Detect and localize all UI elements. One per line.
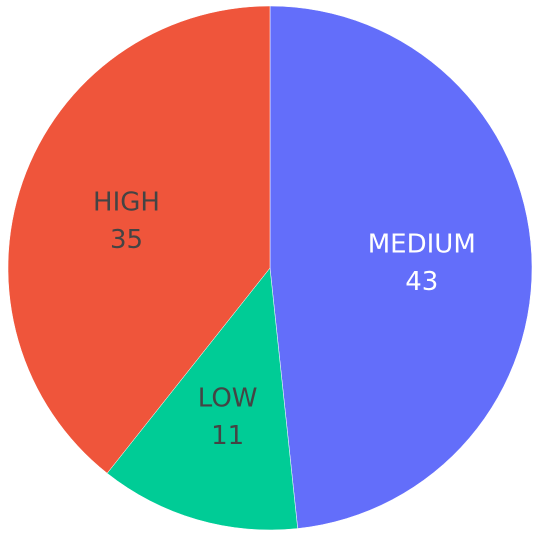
pie-slice-low (106, 267, 298, 531)
pie-slice-high (7, 5, 271, 474)
pie-label-high: HIGH 35 (93, 187, 160, 255)
pie-label-medium: MEDIUM 43 (368, 229, 476, 297)
pie-labels: MEDIUM 43 LOW 11 HIGH 35 (93, 187, 476, 451)
pie-label-category: LOW (198, 383, 258, 413)
pie-label-value: 43 (405, 267, 438, 297)
pie-label-value: 35 (110, 225, 143, 255)
pie-label-category: MEDIUM (368, 229, 476, 259)
pie-slices (7, 5, 533, 531)
pie-label-low: LOW 11 (198, 383, 258, 451)
pie-label-value: 11 (211, 421, 244, 451)
pie-slice-medium (269, 5, 533, 529)
pie-label-category: HIGH (93, 187, 160, 217)
